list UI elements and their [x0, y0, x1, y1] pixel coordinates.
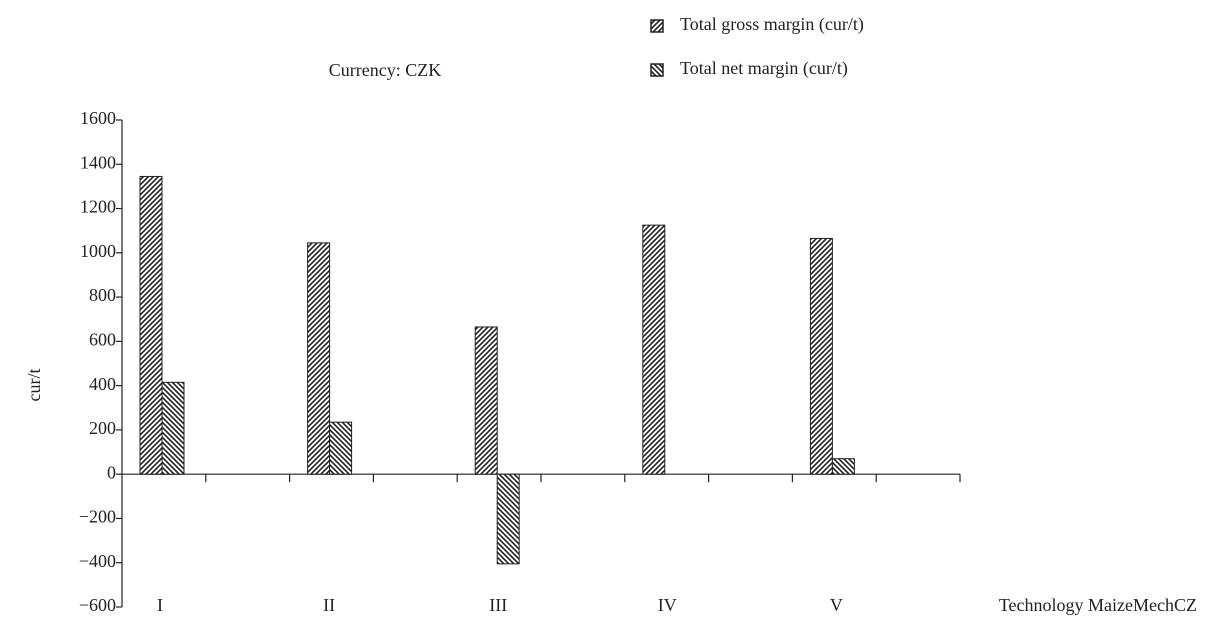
- bar: [329, 421, 353, 475]
- bar: [139, 175, 163, 475]
- y-tick-label: 1400: [80, 152, 116, 172]
- y-tick-label: 600: [89, 329, 116, 349]
- y-axis-label: cur/t: [24, 369, 44, 402]
- x-tick-label: I: [157, 595, 163, 615]
- bar: [642, 224, 666, 475]
- y-tick-label: 0: [107, 462, 116, 482]
- y-tick-label: −600: [79, 595, 116, 615]
- y-tick-label: 1000: [80, 241, 116, 261]
- y-tick-label: 1200: [80, 197, 116, 217]
- bar: [809, 237, 833, 475]
- y-tick-label: 800: [89, 285, 116, 305]
- x-axis-label: Technology MaizeMechCZ: [999, 595, 1197, 615]
- x-tick-label: V: [830, 595, 843, 615]
- legend-swatch: [650, 63, 664, 77]
- bar: [831, 458, 855, 475]
- legend-swatch: [650, 19, 664, 33]
- y-tick-label: −200: [79, 507, 116, 527]
- bar: [496, 473, 520, 565]
- x-tick-label: III: [489, 595, 507, 615]
- legend-label: Total net margin (cur/t): [680, 58, 848, 79]
- bar: [307, 242, 331, 475]
- legend-label: Total gross margin (cur/t): [680, 14, 864, 35]
- bar: [474, 326, 498, 475]
- x-tick-label: IV: [658, 595, 677, 615]
- y-tick-label: 200: [89, 418, 116, 438]
- bar: [161, 381, 185, 475]
- x-tick-label: II: [323, 595, 335, 615]
- chart-subtitle: Currency: CZK: [329, 60, 441, 80]
- y-tick-label: 400: [89, 374, 116, 394]
- y-tick-label: −400: [79, 551, 116, 571]
- y-tick-label: 1600: [80, 108, 116, 128]
